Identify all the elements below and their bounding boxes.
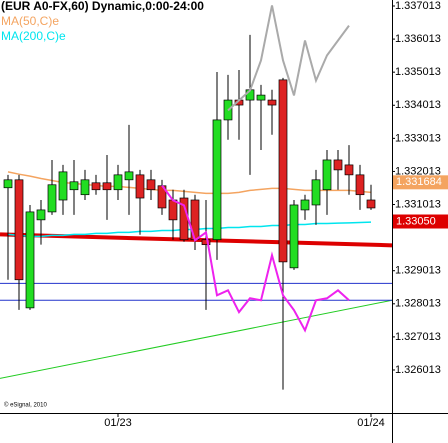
price-label: 1.33050 bbox=[396, 215, 436, 227]
candle-body bbox=[267, 99, 277, 106]
y-tick-label: 1.326013 bbox=[395, 364, 441, 376]
candle-body bbox=[311, 179, 321, 206]
y-tick-label: 1.331013 bbox=[395, 198, 441, 210]
candle-body bbox=[3, 179, 13, 189]
candle-body bbox=[278, 79, 288, 263]
candle-body bbox=[102, 182, 112, 191]
x-tick-label: 01/23 bbox=[104, 417, 132, 429]
candle-body bbox=[366, 199, 376, 209]
candle-body bbox=[135, 174, 145, 199]
y-tick-label: 1.333013 bbox=[395, 132, 441, 144]
legend-entry: MA(200,C)e bbox=[1, 29, 66, 43]
price-label-box bbox=[393, 214, 448, 229]
x-tick-label: 01/24 bbox=[357, 417, 385, 429]
candle-body bbox=[36, 209, 46, 221]
overlay-line bbox=[227, 5, 350, 112]
candle-body bbox=[113, 174, 123, 191]
legend-entry: MA(50,C)e bbox=[1, 14, 59, 28]
y-tick-label: 1.337013 bbox=[395, 0, 441, 12]
chart-title: (EUR A0-FX,60) Dynamic,0:00-24:00 bbox=[1, 0, 204, 13]
candle-body bbox=[355, 174, 365, 196]
candle-body bbox=[168, 199, 178, 221]
trendline bbox=[0, 299, 393, 379]
y-tick-label: 1.327013 bbox=[395, 331, 441, 343]
candle-body bbox=[300, 199, 310, 211]
candle-body bbox=[25, 211, 35, 309]
candle-body bbox=[322, 159, 332, 191]
overlay-line bbox=[161, 184, 350, 333]
price-label-box bbox=[393, 175, 448, 190]
candle-body bbox=[201, 239, 211, 246]
copyright: © eSignal, 2010 bbox=[4, 402, 47, 409]
price-label: 1.331684 bbox=[396, 176, 442, 188]
candle-body bbox=[146, 179, 156, 191]
candle-body bbox=[58, 171, 68, 201]
plot-area bbox=[0, 5, 393, 390]
candle-body bbox=[256, 94, 266, 101]
candle-body bbox=[289, 204, 299, 269]
candle-body bbox=[69, 181, 79, 191]
y-tick-label: 1.332013 bbox=[395, 165, 441, 177]
y-tick-label: 1.336013 bbox=[395, 33, 441, 45]
candle-body bbox=[124, 171, 134, 181]
candle-body bbox=[47, 184, 57, 213]
candle-body bbox=[80, 179, 90, 196]
candle-body bbox=[344, 164, 354, 176]
candle-body bbox=[91, 182, 101, 191]
ma-line bbox=[7, 221, 372, 238]
candle-body bbox=[212, 119, 222, 241]
y-tick-label: 1.328013 bbox=[395, 298, 441, 310]
y-tick-label: 1.329013 bbox=[395, 265, 441, 277]
ma-line bbox=[7, 171, 372, 195]
y-tick-label: 1.334013 bbox=[395, 99, 441, 111]
candle-body bbox=[14, 179, 24, 281]
candle-body bbox=[333, 159, 343, 171]
y-tick-label: 1.335013 bbox=[395, 66, 441, 78]
